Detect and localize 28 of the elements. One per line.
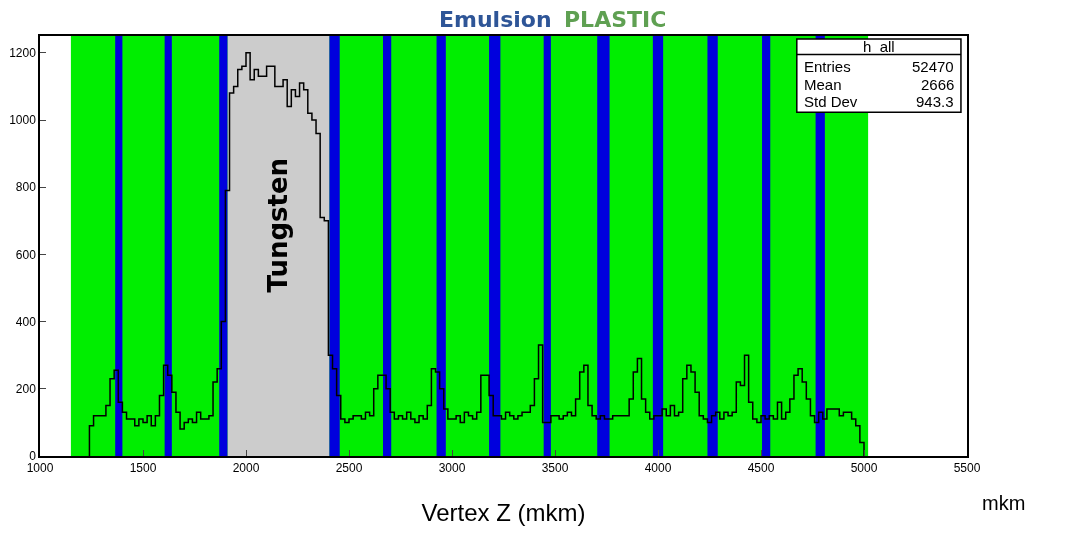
x-tick-label: 2500	[335, 461, 363, 476]
x-tick-label: 5500	[953, 461, 981, 476]
y-tick-label: 400	[15, 314, 37, 329]
annotation: Mean	[804, 76, 842, 93]
x-tick-label: 1500	[129, 461, 157, 476]
annotation: 2666	[921, 76, 955, 93]
y-tick-label: 0	[29, 449, 37, 464]
annotation: 52470	[912, 58, 954, 75]
x-tick-label: 3500	[541, 461, 569, 476]
y-tick-label: 1200	[9, 46, 37, 60]
x-tick-label: 1000	[26, 461, 54, 476]
chart-subtitle: PLASTIC	[564, 7, 667, 32]
x-tick-label: 5000	[850, 461, 878, 476]
annotation: 943.3	[916, 93, 954, 110]
annotation: Std Dev	[804, 93, 858, 110]
chart-title: Emulsion	[439, 7, 552, 32]
x-tick-label: 4500	[747, 461, 775, 476]
band-label: Tungsten	[263, 157, 294, 293]
x-axis-title: Vertex Z (mkm)	[421, 498, 586, 526]
x-tick-label: 4000	[644, 461, 672, 476]
annotation: Entries	[804, 58, 851, 75]
y-tick-label: 1000	[9, 113, 37, 128]
x-tick-label: 3000	[438, 461, 466, 476]
x-tick-label: 2000	[232, 461, 260, 476]
y-tick-label: 800	[15, 180, 37, 195]
y-tick-label: 600	[15, 247, 37, 262]
text: mkm	[982, 492, 1026, 514]
y-tick-label: 200	[15, 382, 37, 396]
